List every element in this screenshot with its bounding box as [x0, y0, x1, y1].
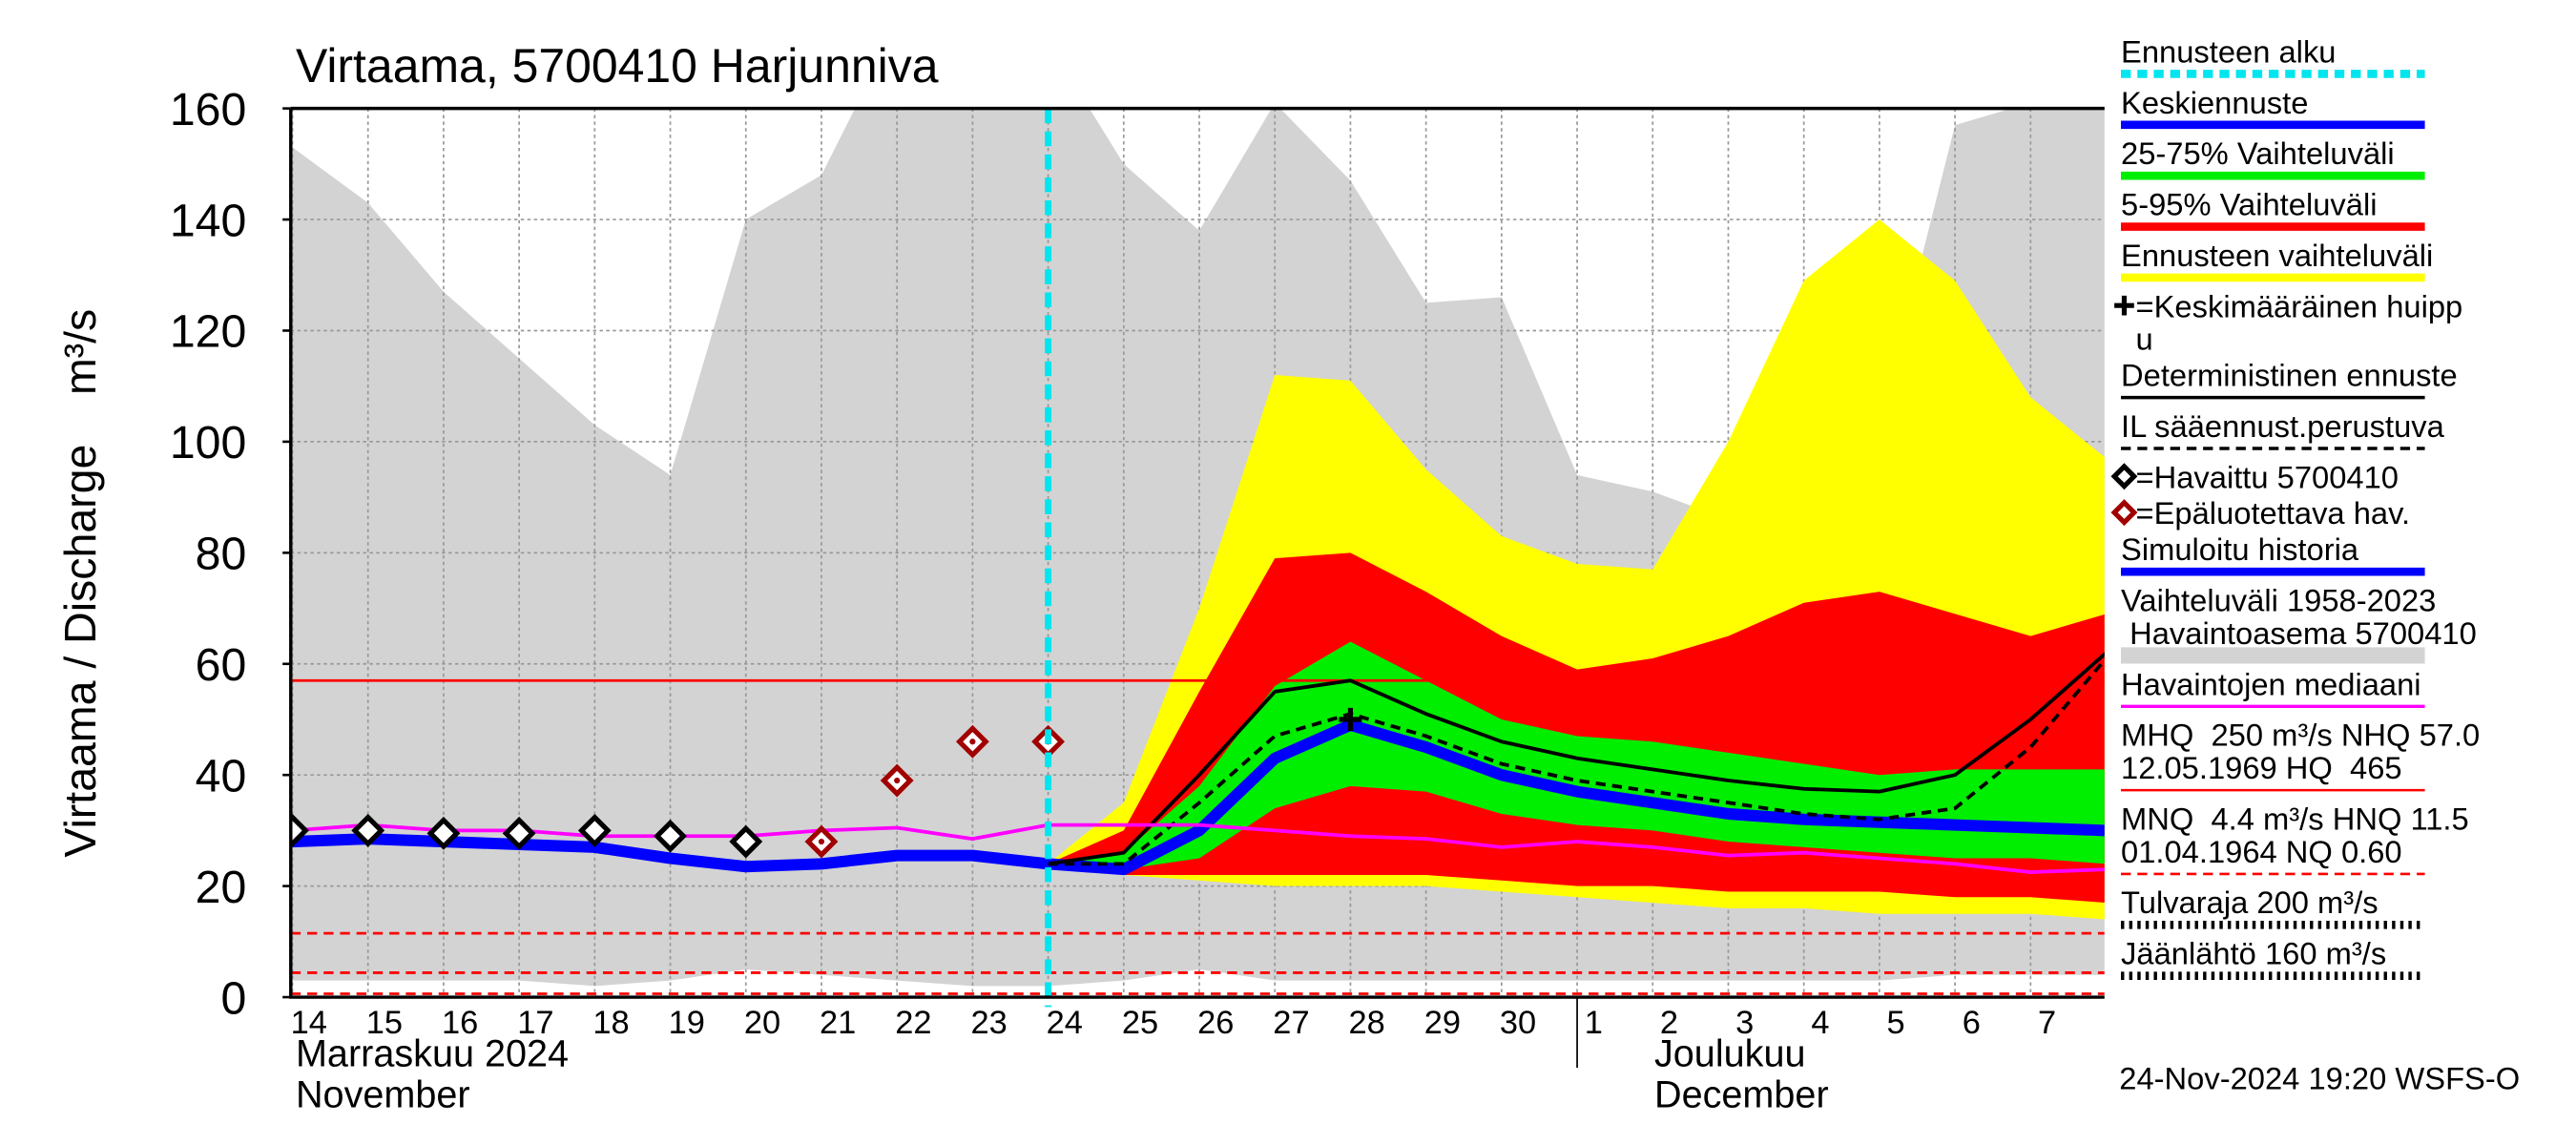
x-tick-label: 23: [970, 1005, 1007, 1041]
y-tick-label: 100: [170, 417, 246, 468]
x-tick-label: 30: [1500, 1005, 1536, 1041]
y-tick-label: 0: [220, 972, 246, 1024]
x-tick-label: 15: [366, 1005, 403, 1041]
point: [654, 819, 687, 853]
month-label: Joulukuu: [1654, 1032, 1806, 1074]
x-tick-label: 2: [1660, 1005, 1678, 1041]
legend-label: Havaintoasema 5700410: [2121, 615, 2477, 651]
x-tick-label: 1: [1585, 1005, 1603, 1041]
y-tick-label: 140: [170, 195, 246, 246]
legend-marker: [2114, 295, 2134, 316]
legend-label: 01.04.1964 NQ 0.60: [2121, 834, 2402, 869]
x-tick-label: 19: [669, 1005, 705, 1041]
y-tick-label: 60: [196, 639, 247, 691]
legend-label: Tulvaraja 200 m³/s: [2121, 885, 2379, 920]
legend-label: 5-95% Vaihteluväli: [2121, 187, 2377, 222]
y-tick-label: 40: [196, 750, 247, 802]
month-label: December: [1654, 1073, 1829, 1115]
x-tick-label: 25: [1122, 1005, 1158, 1041]
x-tick-label: 6: [1963, 1005, 1981, 1041]
x-tick-label: 14: [291, 1005, 327, 1041]
legend-label: Jäänlähtö 160 m³/s: [2121, 936, 2386, 971]
legend-label: 25-75% Vaihteluväli: [2121, 135, 2395, 171]
legend-label: Deterministinen ennuste: [2121, 358, 2458, 393]
y-tick-label: 20: [196, 862, 247, 913]
x-tick-label: 7: [2038, 1005, 2056, 1041]
x-tick-label: 5: [1887, 1005, 1905, 1041]
point: [426, 816, 461, 850]
legend-label: Ennusteen vaihteluväli: [2121, 238, 2433, 273]
x-tick-label: 4: [1811, 1005, 1829, 1041]
line: [1048, 657, 2105, 866]
point: [729, 824, 763, 859]
legend-label: u: [2136, 322, 2153, 357]
x-tick-label: 20: [744, 1005, 780, 1041]
x-tick-label: 16: [442, 1005, 478, 1041]
legend-label: =Havaittu 5700410: [2136, 459, 2399, 494]
line: [1048, 652, 2105, 866]
chart-title: Virtaama, 5700410 Harjunniva: [296, 39, 939, 93]
month-label: November: [296, 1073, 470, 1115]
legend-label: IL sääennust.perustuva: [2121, 408, 2445, 444]
point: [502, 816, 536, 850]
point: [351, 813, 385, 847]
point-dot: [818, 838, 825, 845]
band: [1048, 641, 2105, 870]
y-tick-label: 120: [170, 306, 246, 358]
line: [1048, 718, 2105, 876]
point: [577, 813, 612, 847]
x-tick-label: 24: [1047, 1005, 1083, 1041]
legend-label: 12.05.1969 HQ 465: [2121, 750, 2402, 785]
x-tick-label: 28: [1349, 1005, 1385, 1041]
point-dot: [894, 777, 901, 784]
y-axis-label: Virtaama / Discharge m³/s: [55, 309, 105, 858]
month-label: Marraskuu 2024: [296, 1032, 569, 1074]
legend-label: Ennusteen alku: [2121, 33, 2336, 69]
legend-label: MHQ 250 m³/s NHQ 57.0: [2121, 718, 2480, 753]
legend-label: Havaintojen mediaani: [2121, 666, 2421, 701]
x-tick-label: 27: [1273, 1005, 1309, 1041]
y-tick-label: 80: [196, 529, 247, 580]
x-tick-label: 29: [1424, 1005, 1461, 1041]
point-dot: [969, 739, 976, 745]
peak-marker: [1339, 707, 1362, 732]
x-tick-label: 18: [592, 1005, 629, 1041]
legend-label: Simuloitu historia: [2121, 531, 2359, 567]
legend-label: =Keskimääräinen huipp: [2136, 288, 2463, 323]
x-tick-label: 21: [820, 1005, 856, 1041]
legend-marker: [2110, 463, 2138, 490]
x-tick-label: 3: [1735, 1005, 1754, 1041]
legend-label: =Epäluotettava hav.: [2136, 495, 2411, 531]
legend-marker: [2110, 499, 2138, 527]
legend-label: Keskiennuste: [2121, 85, 2308, 120]
legend-label: Vaihteluväli 1958-2023: [2121, 582, 2436, 617]
x-tick-label: 17: [517, 1005, 553, 1041]
x-tick-label: 26: [1197, 1005, 1234, 1041]
x-tick-label: 22: [895, 1005, 931, 1041]
footer: 24-Nov-2024 19:20 WSFS-O: [2119, 1060, 2520, 1095]
line: [292, 833, 1049, 873]
plot-area: [290, 108, 2105, 998]
legend-label: MNQ 4.4 m³/s HNQ 11.5: [2121, 801, 2469, 836]
y-tick-label: 160: [170, 84, 246, 135]
